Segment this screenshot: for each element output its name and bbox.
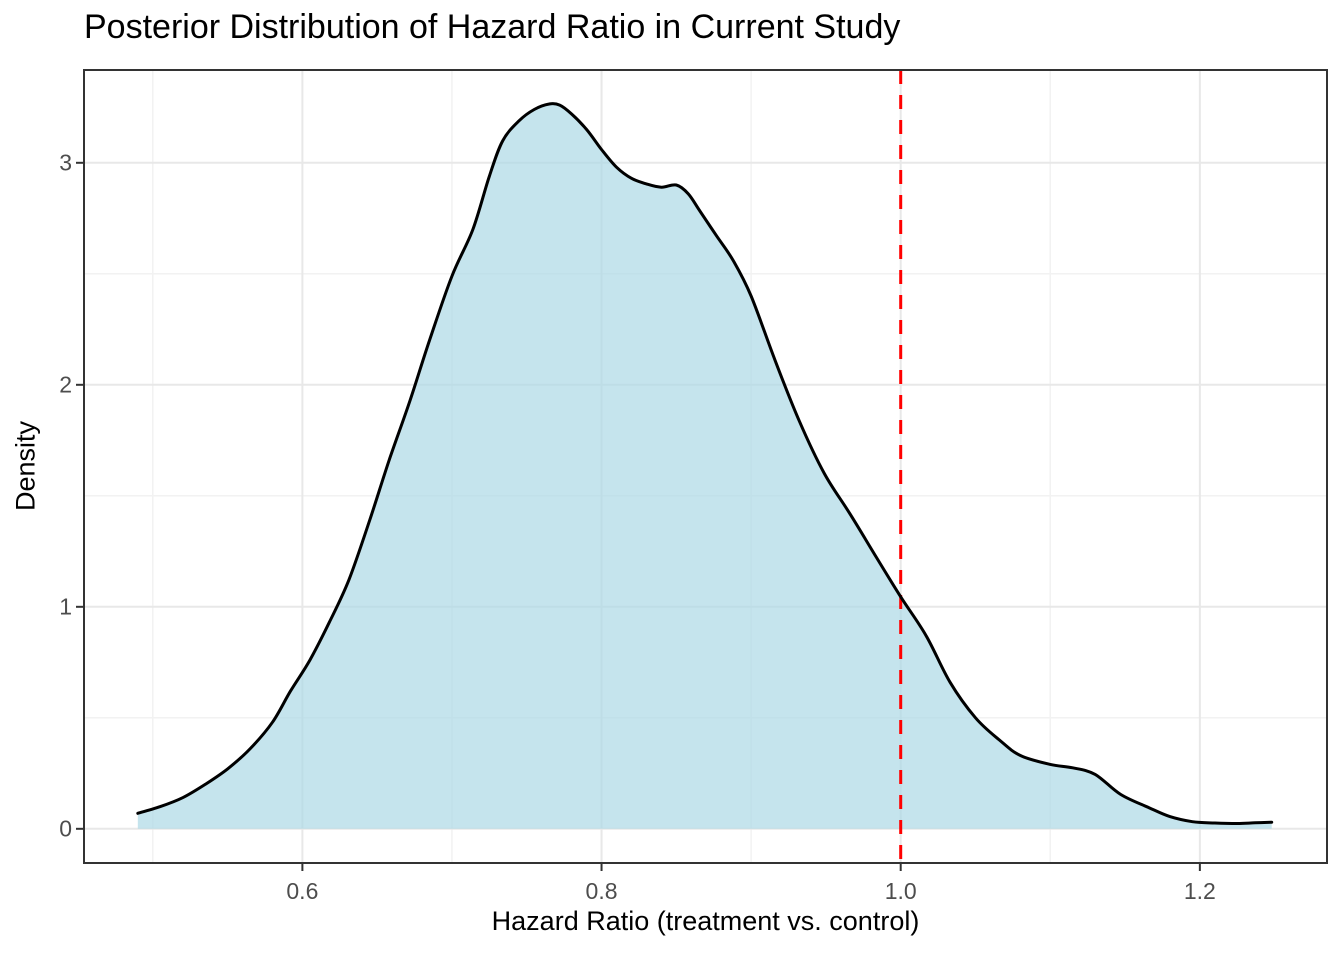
x-tick-label: 0.6: [286, 878, 319, 904]
chart-title: Posterior Distribution of Hazard Ratio i…: [84, 8, 901, 46]
y-tick-label: 1: [59, 593, 72, 620]
y-tick-label: 3: [59, 149, 72, 176]
y-tick-label: 0: [59, 815, 72, 842]
x-tick-label: 1.0: [884, 878, 917, 904]
x-tick-label: 1.2: [1183, 878, 1216, 904]
y-tick-label: 2: [59, 371, 72, 398]
x-axis-title: Hazard Ratio (treatment vs. control): [491, 906, 920, 936]
density-fill-area: [137, 103, 1272, 829]
density-curve: [136, 102, 1274, 825]
x-tick-label: 0.8: [585, 878, 618, 904]
y-axis-title: Density: [10, 420, 41, 512]
panel-border: [83, 69, 1328, 864]
